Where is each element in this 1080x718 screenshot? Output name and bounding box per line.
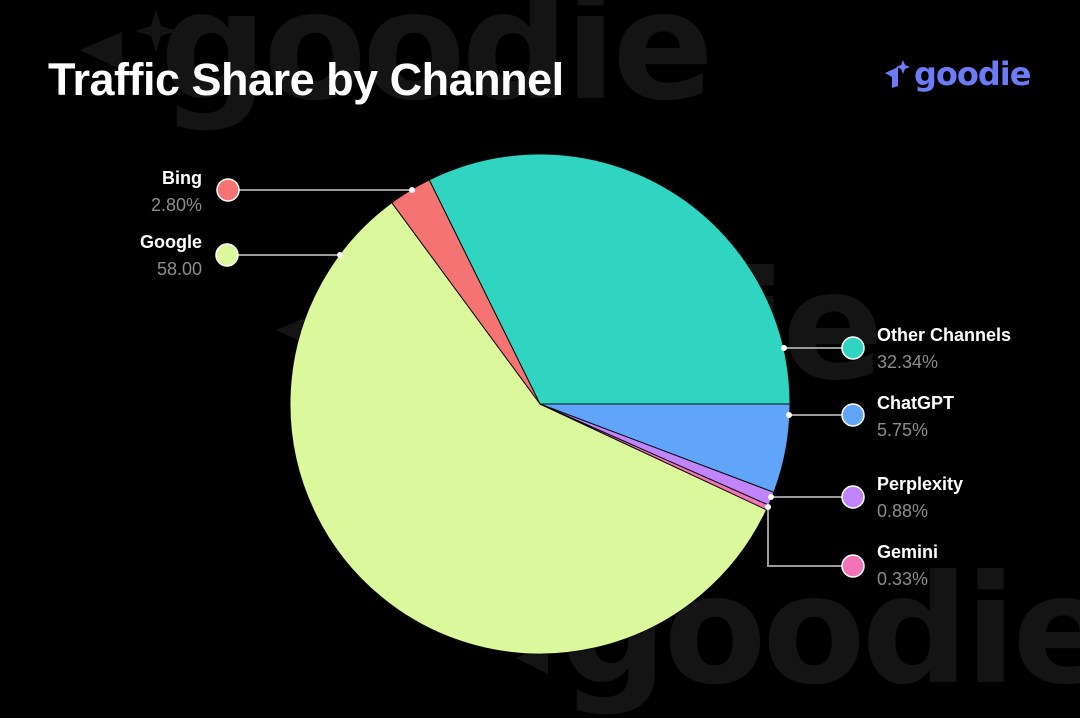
chart-title: Traffic Share by Channel [48, 54, 564, 105]
label-bing: Bing 2.80% [82, 167, 202, 216]
legend-swatch-chatgpt [841, 403, 865, 427]
legend-swatch-other-channels [841, 336, 865, 360]
label-other-channels-value: 32.34% [877, 351, 939, 372]
label-google: Google 58.00 [82, 231, 202, 280]
label-chatgpt: ChatGPT 5.75% [877, 392, 1077, 441]
watermark-star-icon [80, 10, 177, 70]
callout-anchor-dot [765, 504, 771, 510]
legend-swatch-perplexity [841, 485, 865, 509]
brand-logo: goodie [884, 54, 1031, 94]
label-perplexity: Perplexity 0.88% [877, 473, 1077, 522]
legend-swatch-google [215, 243, 239, 267]
legend-swatch-gemini [841, 554, 865, 578]
label-gemini-name: Gemini [877, 542, 939, 562]
callout-anchor-dot [409, 187, 415, 193]
callout-anchor-dot [337, 252, 343, 258]
label-chatgpt-name: ChatGPT [877, 393, 955, 413]
label-perplexity-value: 0.88% [877, 500, 929, 521]
label-google-name: Google [140, 232, 202, 252]
label-bing-value: 2.80% [150, 194, 202, 215]
label-bing-name: Bing [162, 168, 202, 188]
label-other-channels-name: Other Channels [877, 325, 1012, 345]
legend-swatch-bing [216, 178, 240, 202]
pie-slice-other-channels [428, 153, 791, 405]
label-other-channels: Other Channels 32.34% [877, 324, 1077, 373]
goodie-logo-icon [885, 60, 910, 88]
callout-anchor-dot [768, 494, 774, 500]
label-chatgpt-value: 5.75% [877, 419, 929, 440]
label-gemini: Gemini 0.33% [877, 541, 1077, 590]
label-perplexity-name: Perplexity [877, 474, 964, 494]
label-gemini-value: 0.33% [877, 568, 929, 589]
callout-line [767, 507, 853, 567]
pie-slice-chatgpt [539, 403, 791, 493]
callout-anchor-dot [786, 412, 792, 418]
pie-slice-google [289, 202, 768, 655]
callout-anchor-dot [781, 345, 787, 351]
label-google-value: 58.00 [156, 258, 202, 279]
brand-name: goodie [914, 55, 1031, 93]
